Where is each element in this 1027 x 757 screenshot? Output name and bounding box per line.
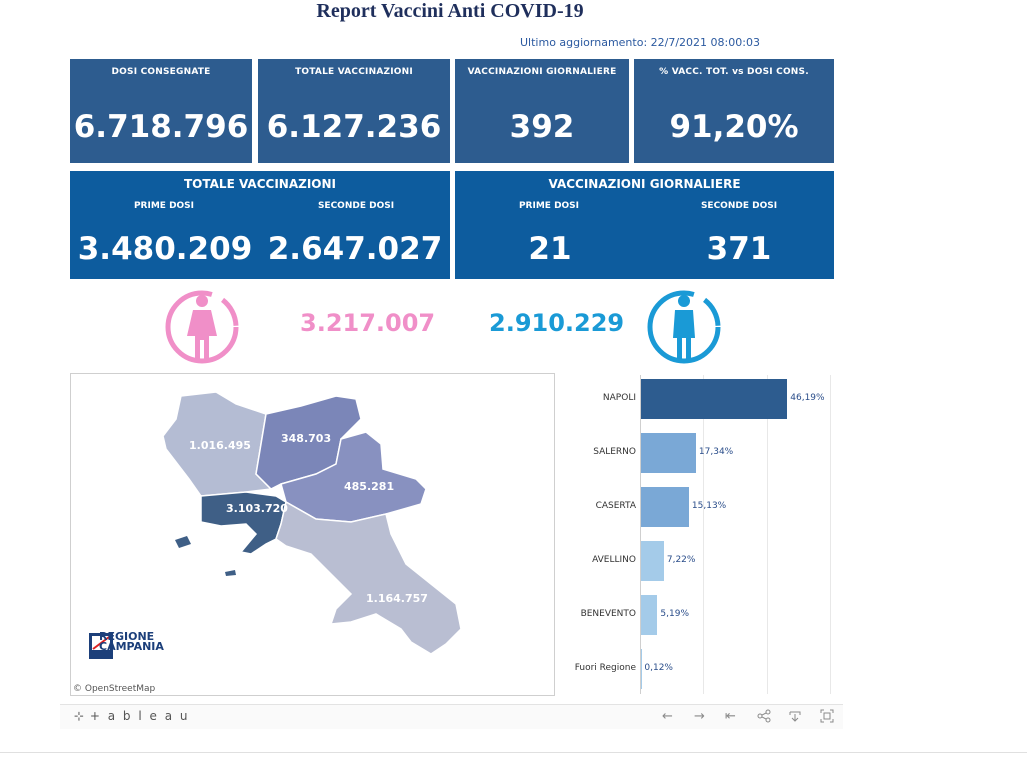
bar-benevento[interactable] xyxy=(641,595,658,635)
kpi-value: 392 xyxy=(509,109,575,145)
tableau-toolbar: ⊹ + a b l e a u ← → ⇤ xyxy=(60,704,843,729)
bar-napoli[interactable] xyxy=(641,379,788,419)
bar-salerno[interactable] xyxy=(641,433,696,473)
kpi-percent-vacc: % VACC. TOT. vs DOSI CONS. 91,20% xyxy=(634,59,834,163)
bar-value-label: 46,19% xyxy=(790,393,825,403)
panel-title: VACCINAZIONI GIORNALIERE xyxy=(548,177,741,191)
kpi-label: TOTALE VACCINAZIONI xyxy=(295,67,413,77)
map-ischia xyxy=(175,536,191,548)
map-salerno xyxy=(275,500,462,655)
prime-dosi-value: 3.480.209 xyxy=(77,231,253,267)
map-label-napoli: 3.103.720 xyxy=(226,502,288,515)
province-bar-chart[interactable]: NAPOLI 46,19% SALERNO 17,34% CASERTA 15,13% AV… xyxy=(560,373,832,694)
map-label-avellino: 485.281 xyxy=(344,480,395,493)
map-label-benevento: 348.703 xyxy=(281,432,332,445)
chart-axis xyxy=(640,375,641,694)
bar-value-label: 0,12% xyxy=(644,663,673,673)
tableau-logo[interactable]: ⊹ + a b l e a u xyxy=(74,709,189,723)
map-capri xyxy=(225,570,236,576)
bar-category-label: BENEVENTO xyxy=(580,609,636,619)
map-napoli xyxy=(200,491,287,555)
seconde-dosi-label: SECONDE DOSI xyxy=(700,201,778,211)
chart-gridline xyxy=(703,375,705,694)
kpi-value: 6.718.796 xyxy=(73,109,249,145)
page-divider xyxy=(0,752,1027,753)
bar-category-label: CASERTA xyxy=(595,501,636,511)
bar-value-label: 7,22% xyxy=(666,555,696,565)
undo-icon[interactable]: ← xyxy=(662,709,673,724)
panel-totale-vaccinazioni: TOTALE VACCINAZIONI PRIME DOSI SECONDE D… xyxy=(70,171,450,279)
kpi-dosi-consegnate: DOSI CONSEGNATE 6.718.796 xyxy=(70,59,252,163)
prime-dosi-label: PRIME DOSI xyxy=(133,201,195,211)
chart-gridline xyxy=(830,375,831,694)
bar-value-label: 17,34% xyxy=(698,447,734,457)
map-caserta xyxy=(162,391,273,497)
bar-value-label: 15,13% xyxy=(691,501,727,511)
kpi-totale-vaccinazioni: TOTALE VACCINAZIONI 6.127.236 xyxy=(258,59,450,163)
panel-title: TOTALE VACCINAZIONI xyxy=(184,177,336,191)
bar-value-label: 5,19% xyxy=(660,609,690,619)
bar-avellino[interactable] xyxy=(641,541,664,581)
kpi-label: DOSI CONSEGNATE xyxy=(111,67,211,77)
bar-category-label: Fuori Regione xyxy=(574,663,636,673)
fullscreen-icon[interactable] xyxy=(820,709,834,727)
kpi-vaccinazioni-giornaliere: VACCINAZIONI GIORNALIERE 392 xyxy=(455,59,629,163)
seconde-dosi-value: 371 xyxy=(706,231,772,267)
bar-category-label: SALERNO xyxy=(593,447,636,457)
tableau-logo-icon: ⊹ xyxy=(74,709,85,723)
female-count: 3.217.007 xyxy=(300,309,436,337)
page-title: Report Vaccini Anti COVID-19 xyxy=(316,0,584,22)
redo-icon[interactable]: → xyxy=(694,709,705,724)
bar-caserta[interactable] xyxy=(641,487,689,527)
male-count: 2.910.229 xyxy=(489,309,625,337)
logo-line1: REGIONE xyxy=(99,630,155,643)
revert-icon[interactable]: ⇤ xyxy=(725,709,736,724)
male-icon xyxy=(645,288,723,370)
last-updated: Ultimo aggiornamento: 22/7/2021 08:00:03 xyxy=(520,36,760,49)
bar-category-label: AVELLINO xyxy=(592,555,636,565)
map-label-caserta: 1.016.495 xyxy=(189,439,251,452)
chart-gridline xyxy=(766,375,768,694)
kpi-label: % VACC. TOT. vs DOSI CONS. xyxy=(659,67,809,77)
female-icon xyxy=(163,288,241,370)
panel-vaccinazioni-giornaliere: VACCINAZIONI GIORNALIERE PRIME DOSI SECO… xyxy=(455,171,834,279)
regione-campania-logo xyxy=(88,632,114,664)
prime-dosi-label: PRIME DOSI xyxy=(518,201,580,211)
regione-campania-text: REGIONE CAMPANIA xyxy=(99,630,164,653)
kpi-label: VACCINAZIONI GIORNALIERE xyxy=(467,67,617,77)
prime-dosi-value: 21 xyxy=(528,231,572,267)
kpi-value: 6.127.236 xyxy=(266,109,442,145)
seconde-dosi-value: 2.647.027 xyxy=(267,231,443,267)
tableau-logo-text: + a b l e a u xyxy=(89,709,190,723)
download-icon[interactable] xyxy=(788,709,802,727)
logo-line2: CAMPANIA xyxy=(99,640,164,653)
seconde-dosi-label: SECONDE DOSI xyxy=(317,201,395,211)
osm-attribution[interactable]: © OpenStreetMap xyxy=(73,684,156,694)
province-map[interactable]: 1.016.495 348.703 485.281 3.103.720 1.16… xyxy=(70,373,555,696)
bar-category-label: NAPOLI xyxy=(602,393,636,403)
kpi-value: 91,20% xyxy=(669,109,799,145)
map-label-salerno: 1.164.757 xyxy=(366,592,428,605)
share-icon[interactable] xyxy=(757,709,771,727)
